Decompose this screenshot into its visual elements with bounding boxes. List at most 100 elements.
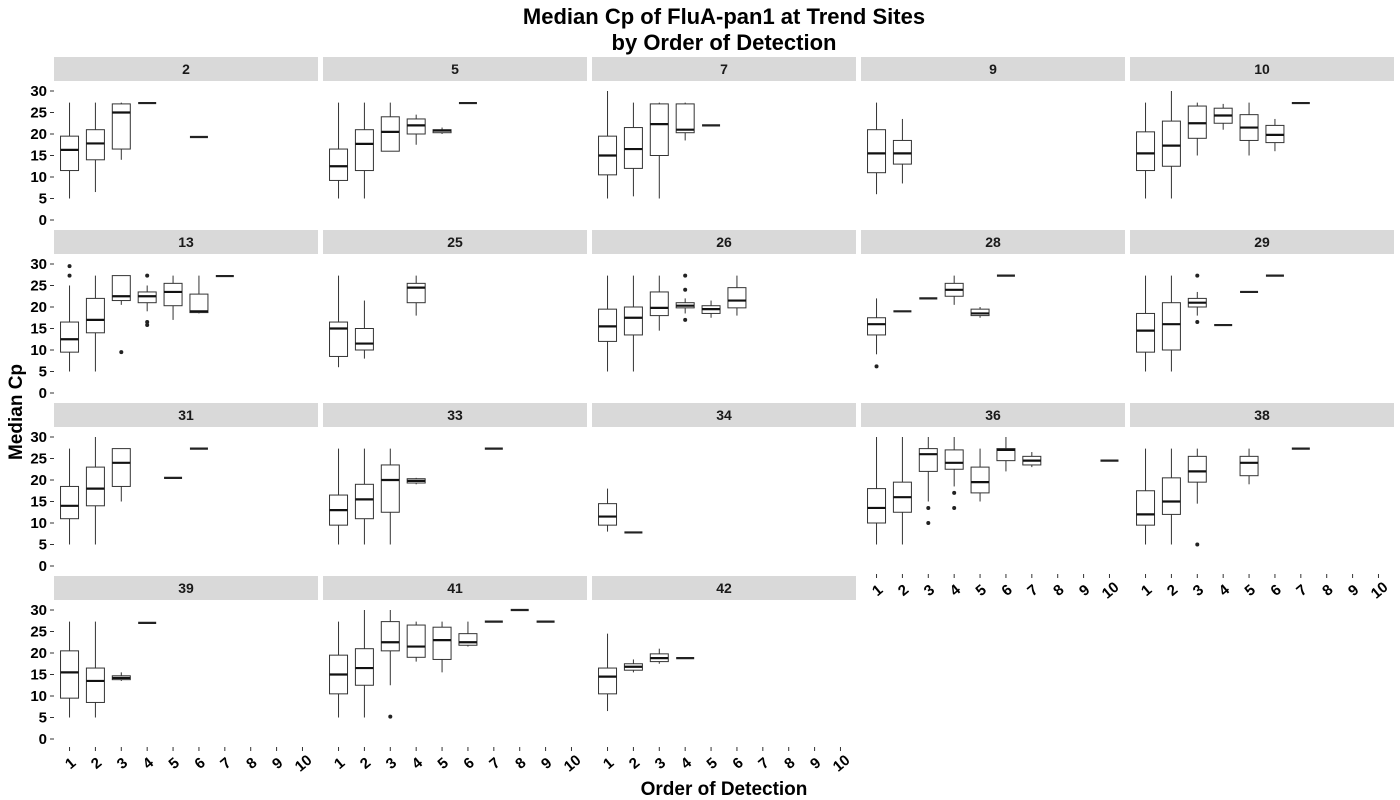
y-tick-label: 25: [30, 105, 47, 122]
facet-panel-13: 13: [54, 230, 318, 372]
box-x3: [111, 448, 131, 502]
x-tick-label: 5: [1242, 581, 1259, 599]
facet-strip: [323, 230, 587, 254]
facet-panel-9: 9: [861, 57, 1125, 195]
box-iqr: [85, 129, 105, 161]
box-x6: [458, 621, 478, 647]
facet-strip-label: 9: [989, 61, 997, 77]
x-tick-label: 9: [1345, 581, 1362, 599]
x-tick-label: 9: [269, 754, 286, 772]
box-x1: [1136, 102, 1156, 199]
x-tick-label: 9: [1076, 581, 1093, 599]
box-iqr: [60, 485, 80, 520]
box-x4: [406, 275, 426, 316]
y-tick-label: 5: [39, 191, 47, 208]
x-tick-label: 10: [292, 752, 316, 776]
box-x2: [1161, 448, 1181, 545]
x-tick-label: 7: [486, 754, 503, 772]
box-iqr: [458, 633, 478, 646]
y-tick-label: 10: [30, 169, 47, 186]
chart-title-line-2: by Order of Detection: [612, 30, 837, 55]
box-iqr: [329, 321, 349, 357]
facet-panel-33: 33: [323, 403, 587, 545]
box-iqr: [163, 282, 183, 307]
facet-strip: [54, 230, 318, 254]
box-outlier: [874, 364, 879, 369]
x-tick-label: 6: [729, 754, 746, 772]
box-x1: [1136, 275, 1156, 372]
facet-strip: [323, 57, 587, 81]
box-iqr: [354, 129, 374, 172]
y-tick-label: 30: [30, 83, 47, 100]
box-iqr: [111, 103, 131, 150]
box-iqr: [675, 103, 695, 134]
y-tick-label: 0: [39, 558, 47, 575]
box-x1: [1136, 448, 1156, 545]
box-iqr: [329, 148, 349, 181]
box-x1: [60, 448, 80, 545]
x-tick-label: 10: [830, 752, 854, 776]
box-iqr: [1136, 490, 1156, 526]
x-tick-label: 5: [166, 754, 183, 772]
box-x4: [675, 102, 695, 141]
box-iqr: [1136, 131, 1156, 172]
facet-panel-5: 5: [323, 57, 587, 199]
box-x4: [675, 273, 695, 322]
facet-strip-label: 42: [716, 580, 732, 596]
facet-strip-label: 31: [178, 407, 194, 423]
x-tick-label: 5: [704, 754, 721, 772]
box-iqr: [354, 328, 374, 351]
box-x6: [996, 437, 1016, 472]
box-iqr: [380, 116, 400, 152]
y-tick-label: 20: [30, 472, 47, 489]
box-x2: [623, 659, 643, 673]
box-x3: [111, 102, 131, 160]
box-x2: [354, 300, 374, 359]
x-tick-label: 4: [1216, 581, 1234, 600]
x-tick-label: 7: [1293, 581, 1310, 599]
box-x4: [1213, 103, 1233, 130]
box-x1: [329, 621, 349, 718]
box-outlier: [145, 323, 150, 328]
facet-strip-label: 34: [716, 407, 732, 423]
facet-panel-39: 39 1 2 3 4 5 6 7 8 9 10: [54, 576, 318, 775]
x-tick-label: 10: [1099, 579, 1123, 603]
facet-strip-label: 7: [720, 61, 728, 77]
box-iqr: [727, 287, 747, 309]
facet-panel-29: 29: [1130, 230, 1394, 372]
y-tick-label: 25: [30, 451, 47, 468]
box-x2: [1161, 91, 1181, 199]
facet-strip-label: 38: [1254, 407, 1270, 423]
box-x2: [85, 102, 105, 193]
box-x1: [598, 488, 618, 532]
x-tick-label: 4: [678, 754, 696, 773]
box-outlier: [952, 490, 957, 495]
facet-strip-label: 10: [1254, 61, 1270, 77]
box-iqr: [598, 503, 618, 526]
box-x1: [60, 264, 80, 372]
box-x1: [329, 448, 349, 545]
x-tick-label: 10: [1368, 579, 1392, 603]
box-x4: [944, 437, 964, 510]
y-tick-label: 30: [30, 256, 47, 273]
box-x2: [85, 621, 105, 718]
y-tick-label: 30: [30, 429, 47, 446]
x-tick-label: 10: [561, 752, 585, 776]
box-x3: [1187, 273, 1207, 325]
box-x1: [329, 102, 349, 199]
x-axis-title: Order of Detection: [641, 779, 808, 800]
box-outlier: [926, 521, 931, 525]
x-tick-label: 8: [781, 754, 798, 772]
x-tick-label: 5: [435, 754, 452, 772]
facet-panel-26: 26: [592, 230, 856, 372]
box-outlier: [683, 287, 688, 292]
box-iqr: [1161, 302, 1181, 351]
box-x3: [111, 275, 131, 355]
box-iqr: [649, 103, 669, 156]
box-iqr: [189, 293, 209, 314]
x-tick-label: 6: [191, 754, 208, 772]
box-x2: [623, 275, 643, 372]
chart-title-line-1: Median Cp of FluA-pan1 at Trend Sites: [523, 4, 925, 29]
y-axis-title: Median Cp: [6, 364, 27, 460]
facet-strip-label: 28: [985, 234, 1001, 250]
